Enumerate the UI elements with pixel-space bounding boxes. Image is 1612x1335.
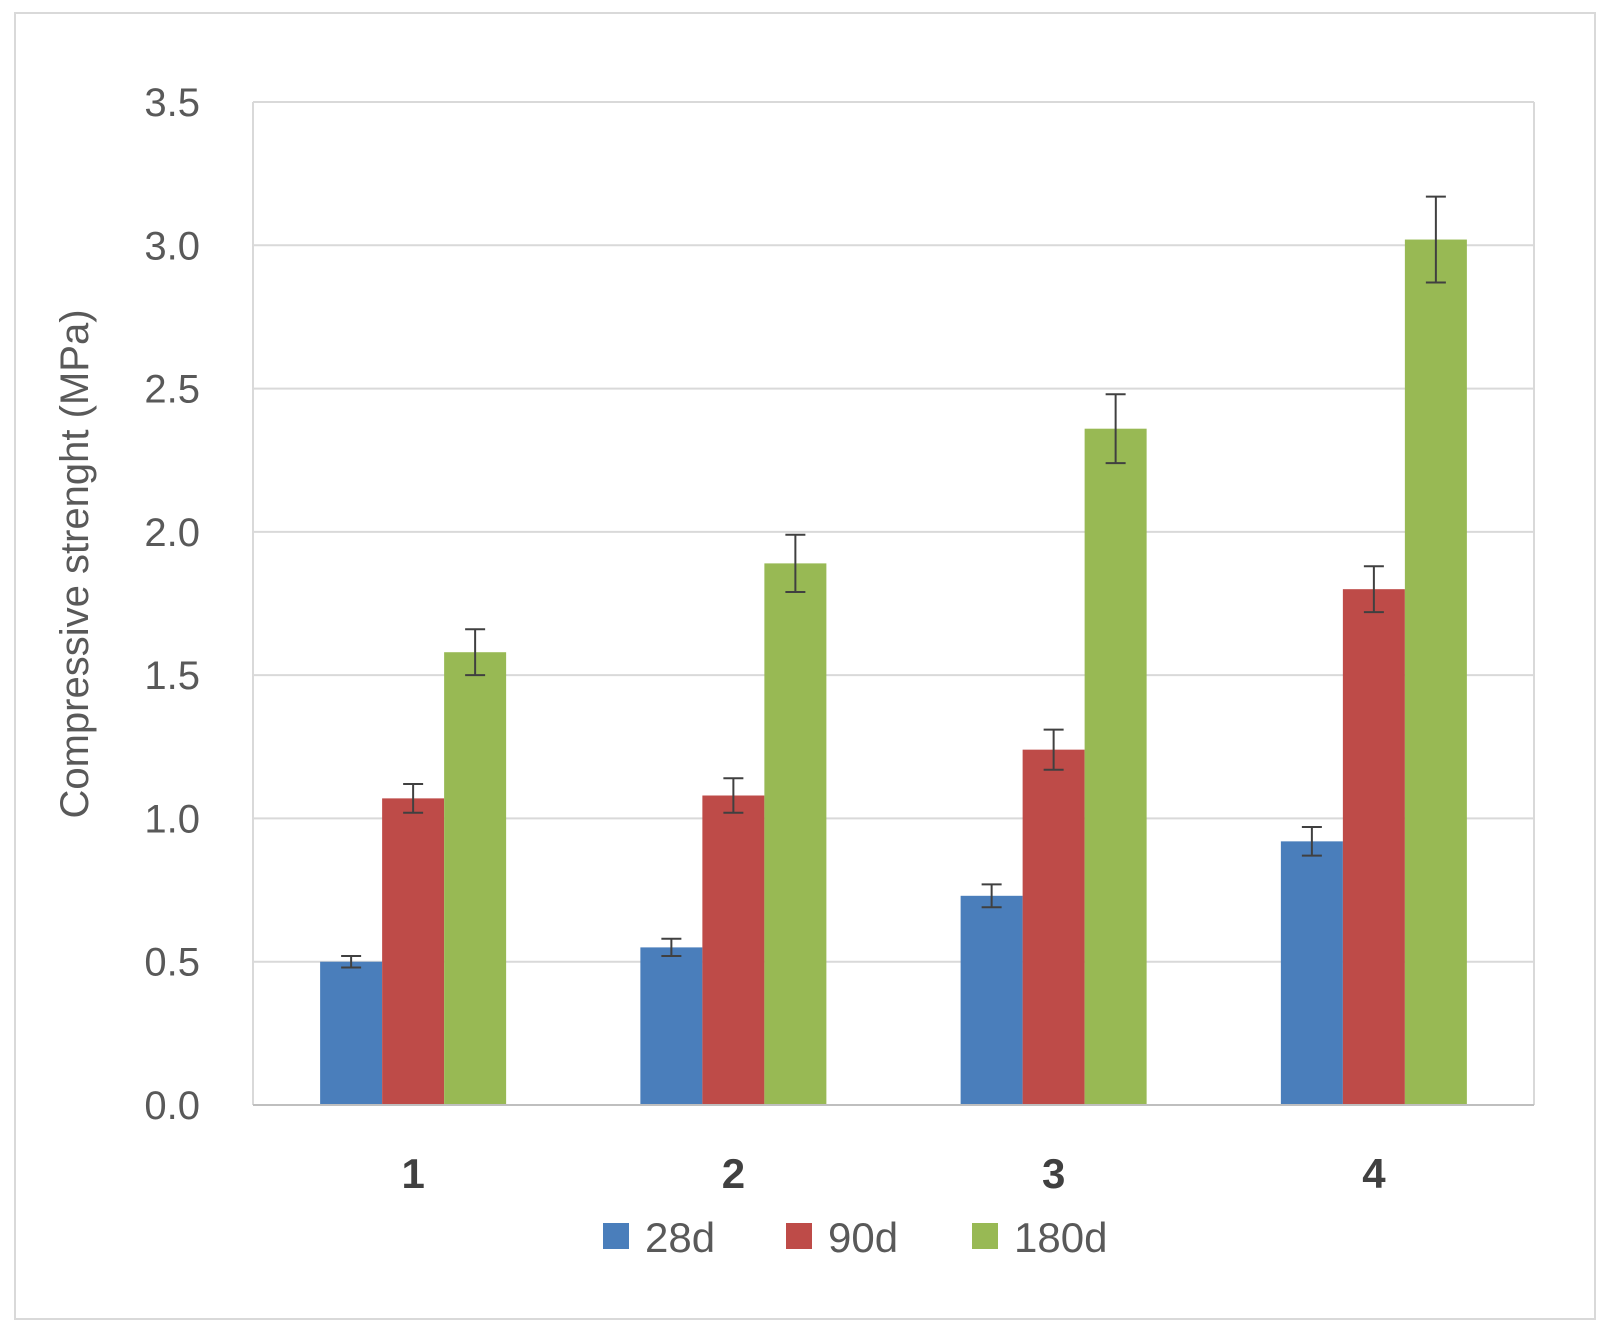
legend-label-180d: 180d <box>1014 1214 1107 1261</box>
bar-90d-2 <box>702 795 765 1105</box>
bars <box>320 239 1467 1106</box>
bar-90d-1 <box>382 798 445 1105</box>
y-tick-label: 0.0 <box>144 1084 200 1128</box>
bar-90d-4 <box>1342 589 1405 1105</box>
bar-90d-3 <box>1022 749 1085 1105</box>
legend-swatch-28d <box>603 1223 629 1249</box>
y-tick-label: 1.5 <box>144 654 200 698</box>
error-bars <box>341 195 1446 969</box>
y-tick-label: 2.5 <box>144 368 200 412</box>
y-tick-label: 3.5 <box>144 81 200 125</box>
bar-28d-2 <box>640 947 703 1105</box>
legend-swatch-180d <box>972 1223 998 1249</box>
bar-180d-3 <box>1084 428 1147 1106</box>
y-tick-label: 1.0 <box>144 797 200 841</box>
bar-28d-3 <box>960 895 1023 1105</box>
legend: 28d 90d 180d <box>603 1214 1107 1261</box>
tick-labels: 0.0 0.5 1.0 1.5 2.0 2.5 3.0 3.5 1 2 3 4 <box>144 81 1386 1197</box>
y-tick-label: 2.0 <box>144 511 200 555</box>
bar-180d-4 <box>1404 239 1467 1105</box>
legend-label-90d: 90d <box>828 1214 898 1261</box>
legend-swatch-90d <box>786 1223 812 1249</box>
bar-28d-4 <box>1280 841 1343 1105</box>
x-tick-label: 1 <box>401 1150 424 1197</box>
bar-180d-2 <box>764 563 827 1105</box>
y-axis-title: Compressive strenght (MPa) <box>53 309 97 818</box>
bar-28d-1 <box>320 961 383 1105</box>
legend-label-28d: 28d <box>645 1214 715 1261</box>
bar-180d-1 <box>444 652 507 1105</box>
x-tick-label: 3 <box>1042 1150 1065 1197</box>
x-tick-label: 2 <box>722 1150 745 1197</box>
y-tick-label: 3.0 <box>144 224 200 268</box>
axes <box>252 102 1535 1106</box>
y-tick-label: 0.5 <box>144 941 200 985</box>
x-tick-label: 4 <box>1362 1150 1386 1197</box>
